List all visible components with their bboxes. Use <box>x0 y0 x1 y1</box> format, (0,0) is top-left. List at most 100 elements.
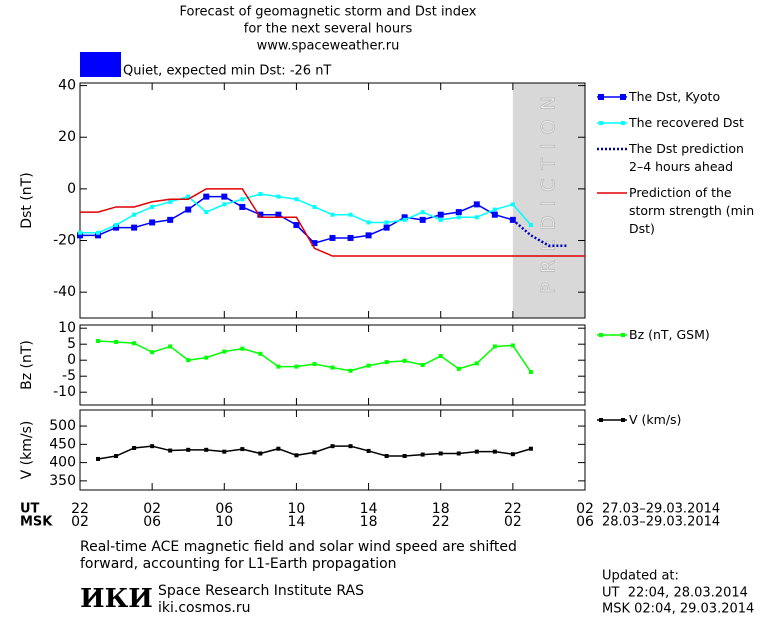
marker <box>492 207 497 212</box>
y-tick-label: -20 <box>53 233 76 249</box>
legend-swatch <box>597 192 627 194</box>
legend-label: Prediction of the storm strength (min Ds… <box>629 185 755 236</box>
series-line <box>97 340 532 373</box>
x-tick-label: 14 <box>288 514 306 530</box>
marker <box>366 220 371 225</box>
legend-label: The Dst prediction 2–4 hours ahead <box>629 141 744 174</box>
marker <box>348 212 353 217</box>
legend-marker <box>599 121 603 125</box>
title-line: www.spaceweather.ru <box>257 39 400 54</box>
marker <box>365 232 372 239</box>
legend: The Dst, Kyoto The recovered Dst The Dst p… <box>597 88 760 238</box>
institute: Space Research Institute RAS <box>158 583 364 599</box>
marker <box>258 351 263 356</box>
y-axis-label: Bz (nT) <box>19 340 35 390</box>
status-box <box>80 52 121 77</box>
marker <box>329 234 336 241</box>
marker <box>420 452 425 457</box>
marker <box>473 201 480 208</box>
marker <box>114 454 119 459</box>
updated: UT 22:04, 28.03.2014 <box>602 586 748 601</box>
marker <box>474 449 479 454</box>
marker <box>168 344 173 349</box>
marker <box>347 234 354 241</box>
legend-marker <box>598 94 604 100</box>
marker <box>275 211 282 218</box>
status-text: Quiet, expected min Dst: -26 nT <box>123 64 331 79</box>
legend-marker <box>621 333 625 337</box>
marker <box>312 362 317 367</box>
x-tick-label: 22 <box>432 514 450 530</box>
marker <box>437 211 444 218</box>
marker <box>222 202 227 207</box>
y-tick-label: 400 <box>49 455 76 471</box>
marker <box>383 224 390 231</box>
marker <box>114 223 119 228</box>
marker <box>78 230 82 235</box>
marker <box>491 211 498 218</box>
x-date-range: 28.03–29.03.2014 <box>602 515 720 530</box>
marker <box>204 355 209 360</box>
x-tick-label: 02 <box>143 501 161 517</box>
marker <box>150 350 155 355</box>
prediction-area <box>512 83 585 318</box>
marker <box>293 222 300 229</box>
marker <box>276 194 281 199</box>
y-tick-label: 5 <box>67 336 76 352</box>
legend-item: Bz (nT, GSM) <box>597 326 760 344</box>
marker <box>276 364 281 369</box>
legend-item: The Dst, Kyoto <box>597 88 760 106</box>
marker <box>420 210 425 215</box>
marker <box>240 346 245 351</box>
legend-swatch <box>597 147 627 151</box>
marker <box>330 212 335 217</box>
x-tick-label: 18 <box>432 501 450 517</box>
x-tick-label: 18 <box>360 514 378 530</box>
y-tick-label: 450 <box>49 436 76 452</box>
marker <box>311 240 318 247</box>
title-line: for the next several hours <box>244 22 413 37</box>
legend: V (km/s) <box>597 411 760 429</box>
legend-swatch <box>597 333 627 337</box>
marker <box>240 197 245 202</box>
marker <box>239 203 246 210</box>
marker <box>131 224 138 231</box>
marker <box>528 223 533 228</box>
marker <box>185 206 192 213</box>
legend-item: Prediction of the storm strength (min Ds… <box>597 184 760 238</box>
plot-frame <box>79 409 586 491</box>
marker <box>419 216 426 223</box>
marker <box>348 444 353 449</box>
marker <box>474 361 479 366</box>
series-line <box>80 193 532 234</box>
marker <box>186 358 191 363</box>
marker <box>510 452 515 457</box>
marker <box>221 193 228 200</box>
x-tick-label: 02 <box>576 501 594 517</box>
legend-label: Bz (nT, GSM) <box>629 327 710 342</box>
marker <box>150 444 155 449</box>
marker <box>204 210 209 215</box>
legend-swatch <box>597 418 627 422</box>
marker <box>438 354 443 359</box>
marker <box>96 339 101 343</box>
y-tick-label: 20 <box>58 129 76 145</box>
marker <box>186 447 191 452</box>
x-date-range: 27.03–29.03.2014 <box>602 502 720 517</box>
x-tick-label: 22 <box>71 501 89 517</box>
marker <box>384 454 389 459</box>
marker <box>438 217 443 222</box>
legend-item: The recovered Dst <box>597 114 760 132</box>
marker <box>402 358 407 363</box>
marker <box>528 370 533 375</box>
marker <box>168 199 173 204</box>
marker <box>348 368 353 373</box>
y-tick-label: 40 <box>58 78 76 94</box>
marker <box>510 343 515 348</box>
legend-marker <box>599 333 603 337</box>
title-line: Forecast of geomagnetic storm and Dst in… <box>179 5 476 20</box>
y-axis-label: Dst (nT) <box>19 172 35 228</box>
series-line <box>512 218 567 247</box>
